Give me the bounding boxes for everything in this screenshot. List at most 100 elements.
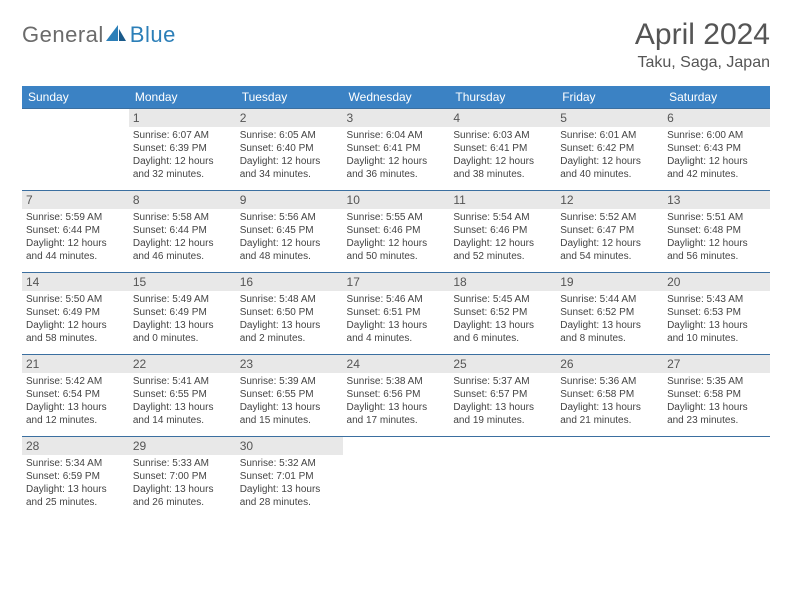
day-details: Sunrise: 6:04 AMSunset: 6:41 PMDaylight:… bbox=[343, 127, 450, 185]
sunrise-text: Sunrise: 5:50 AM bbox=[26, 293, 125, 306]
daylight-text-1: Daylight: 13 hours bbox=[26, 483, 125, 496]
day-details: Sunrise: 5:49 AMSunset: 6:49 PMDaylight:… bbox=[129, 291, 236, 349]
sunset-text: Sunset: 6:45 PM bbox=[240, 224, 339, 237]
daylight-text-2: and 58 minutes. bbox=[26, 332, 125, 345]
sunrise-text: Sunrise: 5:51 AM bbox=[667, 211, 766, 224]
sunset-text: Sunset: 6:56 PM bbox=[347, 388, 446, 401]
day-details: Sunrise: 6:01 AMSunset: 6:42 PMDaylight:… bbox=[556, 127, 663, 185]
sunset-text: Sunset: 6:44 PM bbox=[26, 224, 125, 237]
sunset-text: Sunset: 6:49 PM bbox=[133, 306, 232, 319]
sunrise-text: Sunrise: 5:45 AM bbox=[453, 293, 552, 306]
sunrise-text: Sunrise: 5:52 AM bbox=[560, 211, 659, 224]
day-details: Sunrise: 5:39 AMSunset: 6:55 PMDaylight:… bbox=[236, 373, 343, 431]
day-details: Sunrise: 5:41 AMSunset: 6:55 PMDaylight:… bbox=[129, 373, 236, 431]
day-details: Sunrise: 5:58 AMSunset: 6:44 PMDaylight:… bbox=[129, 209, 236, 267]
sunset-text: Sunset: 7:01 PM bbox=[240, 470, 339, 483]
sunset-text: Sunset: 6:52 PM bbox=[560, 306, 659, 319]
day-number: 29 bbox=[129, 437, 236, 455]
sunrise-text: Sunrise: 5:46 AM bbox=[347, 293, 446, 306]
page-header: General Blue April 2024 Taku, Saga, Japa… bbox=[22, 18, 770, 72]
daylight-text-2: and 21 minutes. bbox=[560, 414, 659, 427]
daylight-text-2: and 56 minutes. bbox=[667, 250, 766, 263]
daylight-text-1: Daylight: 13 hours bbox=[560, 319, 659, 332]
sunrise-text: Sunrise: 5:42 AM bbox=[26, 375, 125, 388]
daylight-text-2: and 34 minutes. bbox=[240, 168, 339, 181]
sunset-text: Sunset: 6:46 PM bbox=[347, 224, 446, 237]
daylight-text-1: Daylight: 13 hours bbox=[240, 483, 339, 496]
daylight-text-2: and 40 minutes. bbox=[560, 168, 659, 181]
brand-logo: General Blue bbox=[22, 22, 176, 48]
col-header: Friday bbox=[556, 86, 663, 109]
sunset-text: Sunset: 7:00 PM bbox=[133, 470, 232, 483]
daylight-text-2: and 48 minutes. bbox=[240, 250, 339, 263]
daylight-text-1: Daylight: 13 hours bbox=[133, 401, 232, 414]
day-number: 10 bbox=[343, 191, 450, 209]
daylight-text-1: Daylight: 12 hours bbox=[133, 155, 232, 168]
daylight-text-1: Daylight: 12 hours bbox=[133, 237, 232, 250]
day-details: Sunrise: 5:32 AMSunset: 7:01 PMDaylight:… bbox=[236, 455, 343, 513]
sunrise-text: Sunrise: 5:43 AM bbox=[667, 293, 766, 306]
day-details: Sunrise: 5:54 AMSunset: 6:46 PMDaylight:… bbox=[449, 209, 556, 267]
calendar-cell: 12Sunrise: 5:52 AMSunset: 6:47 PMDayligh… bbox=[556, 191, 663, 273]
day-number: 21 bbox=[22, 355, 129, 373]
daylight-text-1: Daylight: 13 hours bbox=[453, 319, 552, 332]
calendar-cell: 2Sunrise: 6:05 AMSunset: 6:40 PMDaylight… bbox=[236, 109, 343, 191]
calendar-cell: 19Sunrise: 5:44 AMSunset: 6:52 PMDayligh… bbox=[556, 273, 663, 355]
daylight-text-2: and 4 minutes. bbox=[347, 332, 446, 345]
daylight-text-1: Daylight: 13 hours bbox=[667, 319, 766, 332]
day-details: Sunrise: 5:36 AMSunset: 6:58 PMDaylight:… bbox=[556, 373, 663, 431]
sunrise-text: Sunrise: 5:38 AM bbox=[347, 375, 446, 388]
day-number: 4 bbox=[449, 109, 556, 127]
sunrise-text: Sunrise: 5:49 AM bbox=[133, 293, 232, 306]
daylight-text-2: and 36 minutes. bbox=[347, 168, 446, 181]
daylight-text-1: Daylight: 12 hours bbox=[347, 155, 446, 168]
location-label: Taku, Saga, Japan bbox=[635, 54, 770, 72]
daylight-text-2: and 28 minutes. bbox=[240, 496, 339, 509]
daylight-text-1: Daylight: 13 hours bbox=[133, 483, 232, 496]
calendar-cell: 25Sunrise: 5:37 AMSunset: 6:57 PMDayligh… bbox=[449, 355, 556, 437]
daylight-text-2: and 14 minutes. bbox=[133, 414, 232, 427]
calendar-row: 7Sunrise: 5:59 AMSunset: 6:44 PMDaylight… bbox=[22, 191, 770, 273]
calendar-cell: 1Sunrise: 6:07 AMSunset: 6:39 PMDaylight… bbox=[129, 109, 236, 191]
sunset-text: Sunset: 6:55 PM bbox=[240, 388, 339, 401]
sunset-text: Sunset: 6:49 PM bbox=[26, 306, 125, 319]
day-number: 15 bbox=[129, 273, 236, 291]
sunset-text: Sunset: 6:53 PM bbox=[667, 306, 766, 319]
calendar-cell: 7Sunrise: 5:59 AMSunset: 6:44 PMDaylight… bbox=[22, 191, 129, 273]
daylight-text-2: and 52 minutes. bbox=[453, 250, 552, 263]
daylight-text-2: and 10 minutes. bbox=[667, 332, 766, 345]
day-number: 9 bbox=[236, 191, 343, 209]
calendar-cell: 30Sunrise: 5:32 AMSunset: 7:01 PMDayligh… bbox=[236, 437, 343, 519]
daylight-text-1: Daylight: 13 hours bbox=[347, 401, 446, 414]
day-details: Sunrise: 5:59 AMSunset: 6:44 PMDaylight:… bbox=[22, 209, 129, 267]
day-number: 13 bbox=[663, 191, 770, 209]
calendar-cell: 6Sunrise: 6:00 AMSunset: 6:43 PMDaylight… bbox=[663, 109, 770, 191]
day-details: Sunrise: 6:05 AMSunset: 6:40 PMDaylight:… bbox=[236, 127, 343, 185]
calendar-cell: 23Sunrise: 5:39 AMSunset: 6:55 PMDayligh… bbox=[236, 355, 343, 437]
daylight-text-2: and 0 minutes. bbox=[133, 332, 232, 345]
sunrise-text: Sunrise: 5:55 AM bbox=[347, 211, 446, 224]
day-number: 27 bbox=[663, 355, 770, 373]
calendar-cell: 28Sunrise: 5:34 AMSunset: 6:59 PMDayligh… bbox=[22, 437, 129, 519]
day-number: 18 bbox=[449, 273, 556, 291]
brand-text-general: General bbox=[22, 22, 104, 48]
col-header: Saturday bbox=[663, 86, 770, 109]
day-details: Sunrise: 5:46 AMSunset: 6:51 PMDaylight:… bbox=[343, 291, 450, 349]
sunrise-text: Sunrise: 5:34 AM bbox=[26, 457, 125, 470]
day-details: Sunrise: 5:45 AMSunset: 6:52 PMDaylight:… bbox=[449, 291, 556, 349]
day-details: Sunrise: 5:42 AMSunset: 6:54 PMDaylight:… bbox=[22, 373, 129, 431]
day-number: 25 bbox=[449, 355, 556, 373]
daylight-text-2: and 25 minutes. bbox=[26, 496, 125, 509]
day-number: 1 bbox=[129, 109, 236, 127]
daylight-text-1: Daylight: 12 hours bbox=[453, 237, 552, 250]
calendar-cell: 17Sunrise: 5:46 AMSunset: 6:51 PMDayligh… bbox=[343, 273, 450, 355]
calendar-row: 28Sunrise: 5:34 AMSunset: 6:59 PMDayligh… bbox=[22, 437, 770, 519]
daylight-text-2: and 15 minutes. bbox=[240, 414, 339, 427]
sunset-text: Sunset: 6:51 PM bbox=[347, 306, 446, 319]
sunset-text: Sunset: 6:55 PM bbox=[133, 388, 232, 401]
sunset-text: Sunset: 6:41 PM bbox=[347, 142, 446, 155]
day-number: 12 bbox=[556, 191, 663, 209]
day-number: 11 bbox=[449, 191, 556, 209]
calendar-cell: 8Sunrise: 5:58 AMSunset: 6:44 PMDaylight… bbox=[129, 191, 236, 273]
daylight-text-1: Daylight: 13 hours bbox=[453, 401, 552, 414]
